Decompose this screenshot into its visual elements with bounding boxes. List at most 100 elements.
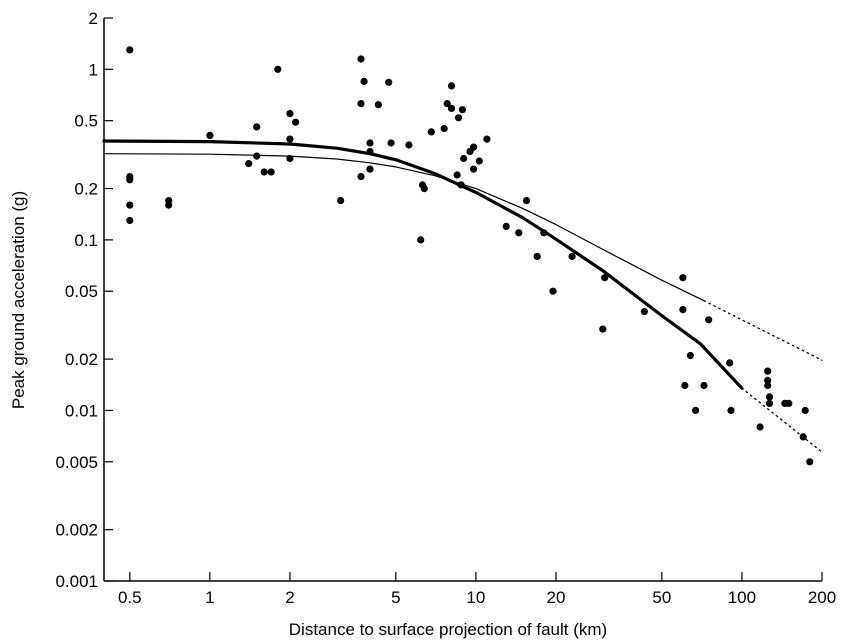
x-tick-label: 0.5 — [118, 588, 142, 607]
x-tick-label: 1 — [205, 588, 214, 607]
data-point — [453, 171, 461, 179]
data-point — [568, 252, 576, 260]
data-point — [764, 367, 772, 375]
data-point — [700, 381, 708, 390]
data-point — [475, 157, 483, 165]
data-point — [337, 197, 345, 205]
data-point — [417, 236, 425, 244]
data-point — [447, 82, 456, 90]
data-point — [267, 168, 275, 176]
y-tick-label: 0.5 — [74, 112, 98, 131]
data-point — [502, 222, 510, 230]
y-tick-label: 2 — [89, 9, 98, 28]
y-tick-label: 0.2 — [74, 180, 98, 199]
data-point — [470, 165, 478, 173]
data-point — [420, 185, 428, 193]
data-point — [286, 135, 294, 143]
data-point — [260, 168, 268, 176]
x-tick-label: 20 — [547, 588, 566, 607]
data-point — [387, 139, 395, 147]
data-point — [366, 165, 374, 173]
x-tick-label: 200 — [808, 588, 836, 607]
data-point — [692, 406, 700, 414]
data-point — [360, 77, 368, 85]
y-tick-label: 0.001 — [55, 572, 98, 591]
x-tick-label: 100 — [728, 588, 756, 607]
dotted-curve — [741, 387, 823, 453]
y-tick-label: 0.02 — [65, 350, 98, 369]
data-point — [601, 274, 609, 282]
x-tick-label: 50 — [652, 588, 671, 607]
data-point — [801, 406, 809, 414]
data-point — [756, 423, 764, 431]
data-point — [764, 376, 772, 384]
data-point — [454, 114, 463, 122]
data-point — [765, 399, 774, 407]
y-tick-label: 0.005 — [55, 453, 98, 472]
data-point — [165, 201, 173, 209]
data-point — [374, 101, 382, 109]
x-tick-label: 2 — [285, 588, 294, 607]
data-point — [245, 160, 253, 168]
data-point — [286, 110, 294, 118]
data-point — [357, 100, 365, 108]
y-tick-label: 0.01 — [65, 401, 98, 420]
data-point — [483, 135, 491, 143]
data-point — [640, 308, 649, 316]
data-point — [206, 131, 214, 139]
data-point — [126, 201, 134, 209]
data-point — [549, 287, 557, 295]
data-point — [126, 176, 134, 184]
data-point — [292, 118, 300, 126]
data-point — [126, 46, 134, 54]
data-point — [385, 78, 393, 86]
y-tick-label: 0.05 — [65, 282, 98, 301]
thick-curve — [102, 139, 744, 390]
y-axis-ticks: 0.001 0.002 0.005 0.01 0.02 0.05 0.1 0.2 0.5 1 2 — [55, 9, 113, 591]
data-point — [599, 325, 607, 333]
data-point — [366, 139, 374, 147]
data-point — [357, 55, 365, 63]
data-point — [540, 229, 548, 237]
data-point — [765, 393, 774, 401]
data-point — [764, 381, 772, 390]
data-point — [440, 124, 448, 133]
dotted-curve — [703, 300, 823, 361]
data-point — [286, 154, 294, 163]
y-tick-label: 0.1 — [74, 231, 98, 250]
data-point — [806, 458, 814, 466]
y-tick-label: 1 — [89, 60, 98, 79]
data-point — [515, 229, 523, 237]
data-point — [357, 173, 365, 181]
data-point — [727, 406, 735, 414]
data-point — [460, 154, 468, 163]
data-point — [681, 381, 689, 390]
x-axis-label: Distance to surface projection of fault … — [289, 620, 607, 639]
data-point — [253, 152, 261, 160]
y-axis-label: Peak ground acceleration (g) — [9, 191, 28, 409]
x-tick-label: 5 — [391, 588, 400, 607]
data-point — [533, 252, 541, 260]
data-point — [126, 216, 134, 225]
data-point — [457, 181, 465, 189]
data-point — [522, 197, 531, 205]
data-point — [785, 399, 793, 407]
data-point — [679, 274, 687, 282]
data-points — [126, 46, 814, 466]
data-point — [458, 106, 466, 114]
x-tick-label: 10 — [466, 588, 485, 607]
y-tick-label: 0.002 — [55, 521, 98, 540]
data-point — [447, 104, 456, 112]
data-point — [427, 128, 435, 136]
data-point — [253, 123, 261, 131]
data-point — [470, 143, 478, 151]
data-point — [679, 306, 687, 314]
data-point — [274, 65, 282, 73]
data-point — [726, 359, 734, 367]
data-point — [705, 316, 713, 324]
data-point — [405, 141, 413, 149]
x-axis-ticks: 0.5 1 2 5 10 20 50 100 200 — [118, 572, 836, 607]
data-point — [443, 100, 451, 108]
